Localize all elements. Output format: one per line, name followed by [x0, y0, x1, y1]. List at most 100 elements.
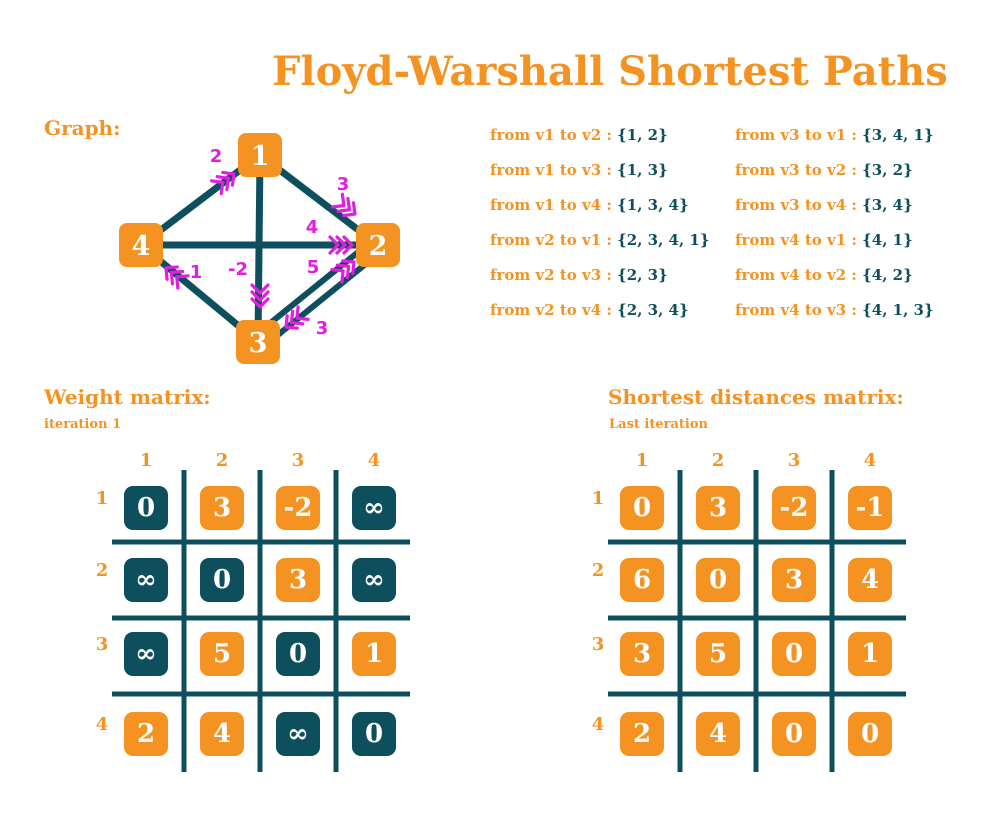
- path-value: {2, 3, 4, 1}: [617, 231, 710, 249]
- edge-arrow-2-3: [284, 305, 310, 330]
- edge-arrow-1-3: [250, 283, 270, 309]
- path-value: {2, 3}: [617, 266, 668, 284]
- matrix-cell: 2: [620, 712, 664, 756]
- path-value: {1, 3, 4}: [617, 196, 689, 214]
- matrix-row-label: 3: [95, 634, 109, 655]
- matrix-row-label: 1: [95, 488, 109, 509]
- matrix-cell: ∞: [124, 632, 168, 676]
- matrix-cell: ∞: [352, 486, 396, 530]
- shortest-matrix-subtitle: Last iteration: [609, 417, 708, 432]
- graph-node: 4: [119, 223, 163, 267]
- path-row: from v3 to v2 : {3, 2}: [735, 161, 934, 196]
- path-label: from v3 to v1 :: [735, 126, 863, 144]
- edge-arrow-3-2: [330, 259, 356, 284]
- path-row: from v1 to v2 : {1, 2}: [490, 126, 710, 161]
- path-label: from v4 to v2 :: [735, 266, 863, 284]
- weight-matrix-title: Weight matrix:: [44, 385, 211, 409]
- shortest-matrix-title: Shortest distances matrix:: [608, 385, 904, 409]
- path-label: from v1 to v2 :: [490, 126, 618, 144]
- matrix-row-label: 2: [591, 560, 605, 581]
- edge-weight-label: 2: [210, 146, 223, 167]
- path-label: from v2 to v3 :: [490, 266, 618, 284]
- edge-weight-label: 3: [337, 174, 350, 195]
- matrix-row-label: 3: [591, 634, 605, 655]
- matrix-cell: 6: [620, 558, 664, 602]
- matrix-col-label: 1: [139, 450, 153, 471]
- matrix-col-label: 1: [635, 450, 649, 471]
- path-row: from v4 to v3 : {4, 1, 3}: [735, 301, 934, 336]
- matrix-grid: [112, 470, 410, 772]
- graph-node-label: 2: [369, 231, 388, 262]
- path-row: from v1 to v3 : {1, 3}: [490, 161, 710, 196]
- matrix-cell: 3: [276, 558, 320, 602]
- graph-node-label: 3: [249, 328, 268, 359]
- edge-arrow-4-1: [210, 170, 236, 196]
- matrix-cell: 3: [772, 558, 816, 602]
- path-value: {2, 3, 4}: [617, 301, 689, 319]
- edge-arrow-1-2: [331, 192, 357, 218]
- path-label: from v3 to v2 :: [735, 161, 863, 179]
- matrix-cell: 0: [200, 558, 244, 602]
- path-row: from v2 to v1 : {2, 3, 4, 1}: [490, 231, 710, 266]
- path-label: from v2 to v4 :: [490, 301, 618, 319]
- matrix-col-label: 2: [215, 450, 229, 471]
- matrix-cell: 1: [352, 632, 396, 676]
- matrix-cell: ∞: [276, 712, 320, 756]
- matrix-cell: 3: [200, 486, 244, 530]
- path-label: from v1 to v4 :: [490, 196, 618, 214]
- matrix-cell: 0: [352, 712, 396, 756]
- matrix-cell: 4: [696, 712, 740, 756]
- edge-weight-label: 5: [307, 257, 320, 278]
- path-value: {4, 2}: [862, 266, 913, 284]
- path-value: {3, 2}: [862, 161, 913, 179]
- matrix-row-label: 4: [591, 714, 605, 735]
- matrix-cell: -1: [848, 486, 892, 530]
- weight-matrix: 1 2 3 4 1 2 3 4 0 3 -2 ∞ ∞ 0 3 ∞ ∞ 5 0 1 2 4 ∞ 0: [86, 444, 426, 774]
- matrix-cell: 0: [848, 712, 892, 756]
- matrix-cell: 0: [276, 632, 320, 676]
- graph-edge: [254, 154, 264, 343]
- path-row: from v4 to v1 : {4, 1}: [735, 231, 934, 266]
- matrix-col-label: 4: [863, 450, 877, 471]
- path-value: {1, 2}: [617, 126, 668, 144]
- matrix-cell: 4: [848, 558, 892, 602]
- paths-list-right: from v3 to v1 : {3, 4, 1} from v3 to v2 :…: [735, 126, 934, 336]
- path-label: from v2 to v1 :: [490, 231, 618, 249]
- path-row: from v3 to v1 : {3, 4, 1}: [735, 126, 934, 161]
- matrix-cell: ∞: [352, 558, 396, 602]
- page-title: Floyd-Warshall Shortest Paths: [272, 48, 948, 95]
- path-value: {4, 1, 3}: [862, 301, 934, 319]
- matrix-cell: -2: [276, 486, 320, 530]
- path-row: from v2 to v4 : {2, 3, 4}: [490, 301, 710, 336]
- path-value: {4, 1}: [862, 231, 913, 249]
- edge-weight-label: 1: [190, 262, 203, 283]
- matrix-cell: 3: [620, 632, 664, 676]
- matrix-cell: 1: [848, 632, 892, 676]
- matrix-col-label: 2: [711, 450, 725, 471]
- matrix-row-label: 4: [95, 714, 109, 735]
- matrix-cell: 5: [200, 632, 244, 676]
- paths-list-left: from v1 to v2 : {1, 2} from v1 to v3 : {1…: [490, 126, 710, 336]
- path-value: {3, 4}: [862, 196, 913, 214]
- matrix-col-label: 3: [291, 450, 305, 471]
- path-row: from v3 to v4 : {3, 4}: [735, 196, 934, 231]
- matrix-cell: 0: [772, 632, 816, 676]
- graph-label: Graph:: [44, 116, 121, 140]
- path-label: from v1 to v3 :: [490, 161, 618, 179]
- path-value: {3, 4, 1}: [862, 126, 934, 144]
- weight-matrix-subtitle: iteration 1: [44, 417, 122, 432]
- matrix-cell: ∞: [124, 558, 168, 602]
- edge-arrow-3-4: [164, 265, 190, 290]
- graph-node-label: 1: [251, 141, 270, 172]
- path-value: {1, 3}: [617, 161, 668, 179]
- matrix-cell: 5: [696, 632, 740, 676]
- graph-node-label: 4: [132, 231, 151, 262]
- matrix-cell: 0: [124, 486, 168, 530]
- matrix-cell: 3: [696, 486, 740, 530]
- path-label: from v4 to v1 :: [735, 231, 863, 249]
- graph-node: 2: [356, 223, 400, 267]
- path-row: from v2 to v3 : {2, 3}: [490, 266, 710, 301]
- graph-node: 1: [238, 133, 282, 177]
- shortest-distances-matrix: 1 2 3 4 1 2 3 4 0 3 -2 -1 6 0 3 4 3 5 0 1 2 4 0 0: [582, 444, 922, 774]
- matrix-row-label: 1: [591, 488, 605, 509]
